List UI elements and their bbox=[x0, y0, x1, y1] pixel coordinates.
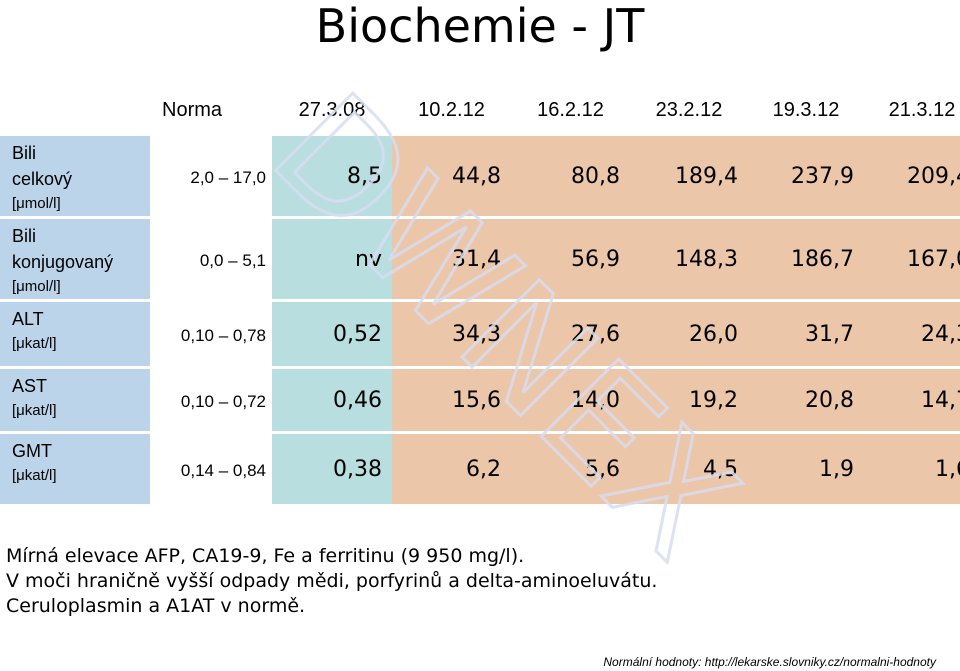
value-cell: 189,4 bbox=[630, 136, 748, 219]
row-label-ast: AST [μkat/l] bbox=[0, 369, 150, 434]
header-date: 16.2.12 bbox=[511, 85, 630, 136]
value-cell: 27,6 bbox=[511, 302, 630, 369]
value-cell: 209,4 bbox=[864, 136, 960, 219]
value-cell: 56,9 bbox=[511, 219, 630, 302]
value-cell: 4,5 bbox=[630, 434, 748, 507]
row-name-line: celkový bbox=[12, 169, 73, 189]
value-cell: 186,7 bbox=[748, 219, 864, 302]
row-name-line: Bili bbox=[12, 226, 37, 246]
page-title: Biochemie - JT bbox=[315, 0, 645, 53]
value-cell: 14,0 bbox=[511, 369, 630, 434]
row-name-line: konjugovaný bbox=[12, 252, 114, 272]
header-date: 23.2.12 bbox=[630, 85, 748, 136]
norm-range: 0,10 – 0,78 bbox=[150, 302, 272, 369]
value-cell-baseline: 0,52 bbox=[272, 302, 392, 369]
row-label-gmt: GMT [μkat/l] bbox=[0, 434, 150, 507]
row-name-line: ALT bbox=[12, 309, 44, 329]
row-label-bili-celkovy: Bili celkový [μmol/l] bbox=[0, 136, 150, 219]
row-name-line: Bili bbox=[12, 143, 37, 163]
value-cell: 6,2 bbox=[392, 434, 511, 507]
value-cell: 1,6 bbox=[864, 434, 960, 507]
header-date: 10.2.12 bbox=[392, 85, 511, 136]
value-cell: 34,3 bbox=[392, 302, 511, 369]
row-unit: [μmol/l] bbox=[12, 195, 61, 212]
value-cell: 5,6 bbox=[511, 434, 630, 507]
value-cell: 167,0 bbox=[864, 219, 960, 302]
header-date: 19.3.12 bbox=[748, 85, 864, 136]
header-norma: Norma bbox=[150, 85, 272, 136]
row-unit: [μkat/l] bbox=[12, 402, 57, 419]
value-cell: 14,7 bbox=[864, 369, 960, 434]
value-cell: 26,0 bbox=[630, 302, 748, 369]
norm-range: 0,0 – 5,1 bbox=[150, 219, 272, 302]
value-cell: 15,6 bbox=[392, 369, 511, 434]
value-cell-baseline: nv bbox=[272, 219, 392, 302]
value-cell: 31,4 bbox=[392, 219, 511, 302]
value-cell-baseline: 8,5 bbox=[272, 136, 392, 219]
value-cell: 1,9 bbox=[748, 434, 864, 507]
row-name-line: GMT bbox=[12, 441, 52, 461]
value-cell-baseline: 0,46 bbox=[272, 369, 392, 434]
value-cell-baseline: 0,38 bbox=[272, 434, 392, 507]
value-cell: 80,8 bbox=[511, 136, 630, 219]
value-cell: 148,3 bbox=[630, 219, 748, 302]
table-corner bbox=[0, 85, 150, 136]
note-line: V moči hraničně vyšší odpady mědi, porfy… bbox=[6, 570, 658, 592]
biochemistry-table: Norma 27.3.08 10.2.12 16.2.12 23.2.12 19… bbox=[0, 85, 960, 529]
note-line: Mírná elevace AFP, CA19-9, Fe a ferritin… bbox=[6, 545, 525, 567]
footer-reference: Normální hodnoty: http://lekarske.slovni… bbox=[603, 655, 936, 669]
header-date: 27.3.08 bbox=[272, 85, 392, 136]
row-unit: [μkat/l] bbox=[12, 467, 57, 484]
value-cell: 24,3 bbox=[864, 302, 960, 369]
row-unit: [μkat/l] bbox=[12, 335, 57, 352]
norm-range: 0,10 – 0,72 bbox=[150, 369, 272, 434]
notes-block: Mírná elevace AFP, CA19-9, Fe a ferritin… bbox=[6, 544, 657, 619]
row-unit: [μmol/l] bbox=[12, 278, 61, 295]
norm-range: 2,0 – 17,0 bbox=[150, 136, 272, 219]
row-label-bili-konjugovany: Bili konjugovaný [μmol/l] bbox=[0, 219, 150, 302]
value-cell: 44,8 bbox=[392, 136, 511, 219]
row-name-line: AST bbox=[12, 376, 48, 396]
value-cell: 237,9 bbox=[748, 136, 864, 219]
value-cell: 20,8 bbox=[748, 369, 864, 434]
value-cell: 31,7 bbox=[748, 302, 864, 369]
norm-range: 0,14 – 0,84 bbox=[150, 434, 272, 507]
row-label-alt: ALT [μkat/l] bbox=[0, 302, 150, 369]
header-date: 21.3.12 bbox=[864, 85, 960, 136]
note-line: Ceruloplasmin a A1AT v normě. bbox=[6, 595, 306, 617]
value-cell: 19,2 bbox=[630, 369, 748, 434]
